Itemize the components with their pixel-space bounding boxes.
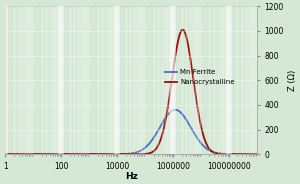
X-axis label: Hz: Hz: [125, 172, 137, 181]
Mn Ferrite: [250, 153, 254, 155]
Legend: Mn Ferrite, Nanocrystalline: Mn Ferrite, Nanocrystalline: [165, 69, 235, 85]
Nanocrystalline: [47, 153, 51, 155]
Mn Ferrite: [47, 153, 51, 155]
Mn Ferrite: [173, 109, 177, 111]
Line: Mn Ferrite: Mn Ferrite: [5, 110, 257, 154]
Mn Ferrite: [3, 153, 7, 155]
Mn Ferrite: [255, 153, 259, 155]
Nanocrystalline: [111, 153, 115, 155]
Nanocrystalline: [255, 153, 259, 155]
Mn Ferrite: [100, 153, 103, 155]
Mn Ferrite: [32, 153, 36, 155]
Y-axis label: Z (Ω): Z (Ω): [288, 70, 297, 91]
Nanocrystalline: [100, 153, 103, 155]
Nanocrystalline: [32, 153, 36, 155]
Nanocrystalline: [223, 153, 227, 155]
Mn Ferrite: [223, 153, 227, 155]
Mn Ferrite: [111, 153, 115, 155]
Nanocrystalline: [3, 153, 7, 155]
Line: Nanocrystalline: Nanocrystalline: [5, 30, 257, 154]
Nanocrystalline: [181, 29, 184, 31]
Nanocrystalline: [250, 153, 254, 155]
